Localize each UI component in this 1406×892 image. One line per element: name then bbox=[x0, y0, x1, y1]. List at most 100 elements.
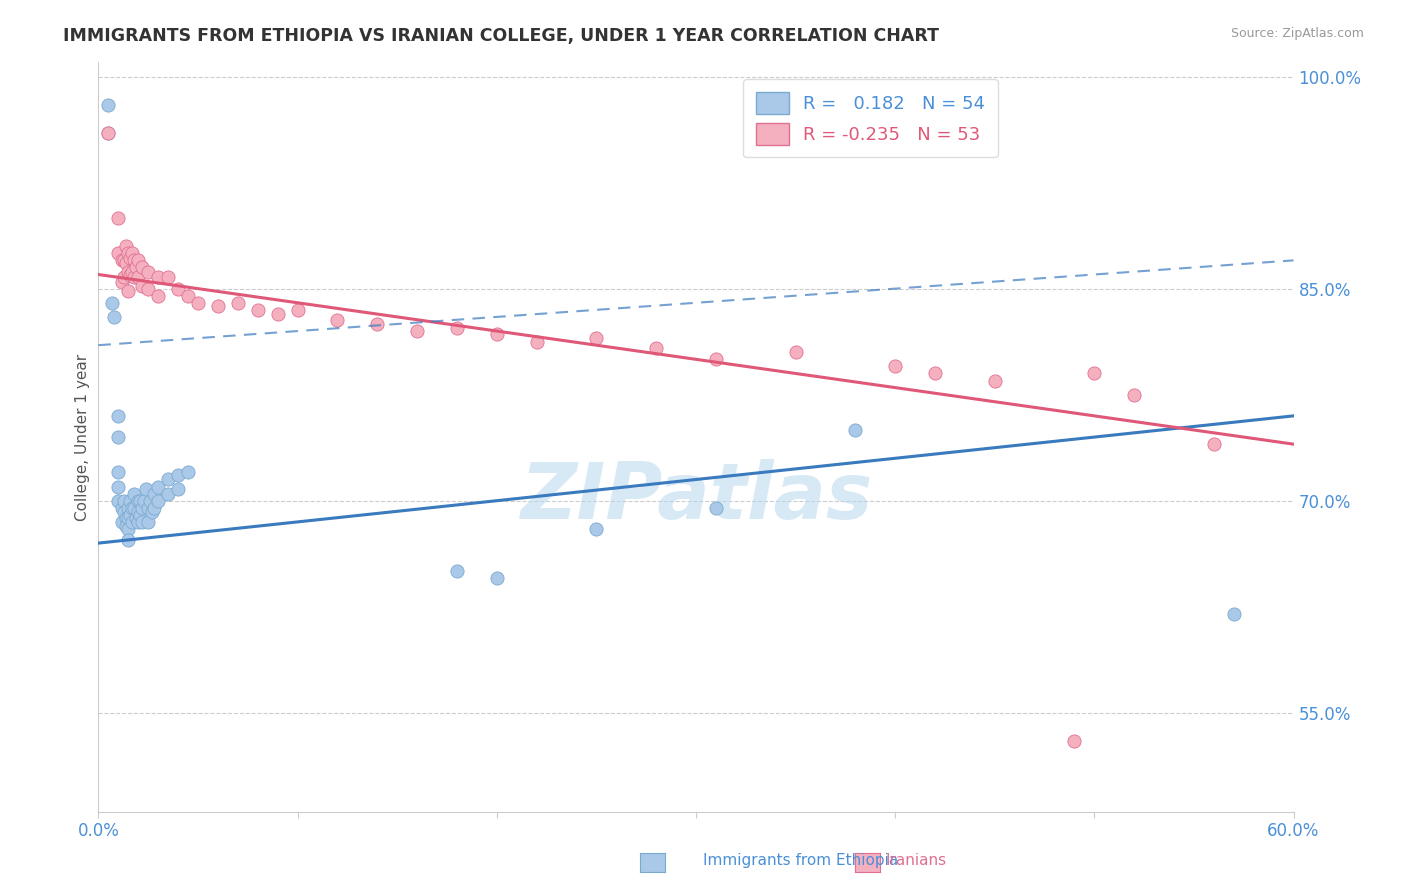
Point bbox=[125, 260, 148, 275]
Point bbox=[124, 270, 146, 285]
Point bbox=[704, 500, 727, 515]
Point bbox=[645, 341, 668, 355]
Point bbox=[187, 295, 209, 310]
Point bbox=[446, 321, 468, 335]
Point bbox=[207, 299, 229, 313]
Point bbox=[143, 500, 166, 515]
Point bbox=[1083, 367, 1105, 381]
Point bbox=[103, 310, 125, 324]
Point bbox=[112, 493, 135, 508]
Point bbox=[148, 270, 170, 285]
Point bbox=[120, 493, 142, 508]
Point bbox=[246, 302, 269, 317]
Point bbox=[97, 126, 120, 140]
Point bbox=[112, 505, 135, 519]
Point bbox=[134, 493, 156, 508]
Point bbox=[120, 268, 142, 282]
Point bbox=[148, 493, 170, 508]
Point bbox=[111, 500, 134, 515]
Point bbox=[127, 270, 149, 285]
Point bbox=[704, 352, 727, 367]
Point bbox=[120, 508, 142, 522]
Point bbox=[124, 500, 146, 515]
Point bbox=[101, 295, 124, 310]
Point bbox=[127, 515, 149, 529]
Text: Iranians: Iranians bbox=[886, 854, 946, 868]
Point bbox=[177, 466, 200, 480]
Point bbox=[485, 571, 508, 585]
Point bbox=[326, 312, 349, 326]
Point bbox=[526, 335, 548, 350]
Point bbox=[127, 253, 149, 268]
Point bbox=[121, 265, 143, 279]
Point bbox=[107, 246, 129, 260]
Point bbox=[136, 265, 159, 279]
Point bbox=[148, 479, 170, 493]
Point bbox=[1063, 734, 1085, 748]
Point bbox=[167, 468, 190, 483]
Point bbox=[120, 251, 142, 265]
Point bbox=[167, 483, 190, 497]
Point bbox=[112, 270, 135, 285]
Point bbox=[111, 515, 134, 529]
Point bbox=[136, 500, 159, 515]
Point bbox=[366, 317, 388, 331]
Point bbox=[406, 324, 429, 338]
Point bbox=[131, 278, 153, 293]
Point bbox=[107, 430, 129, 444]
Point bbox=[157, 473, 180, 487]
Point bbox=[121, 500, 143, 515]
Point bbox=[129, 493, 152, 508]
Point bbox=[139, 493, 162, 508]
Point bbox=[115, 510, 138, 524]
Point bbox=[124, 253, 146, 268]
Point bbox=[485, 326, 508, 341]
Point bbox=[125, 510, 148, 524]
Point bbox=[131, 500, 153, 515]
Legend: R =   0.182   N = 54, R = -0.235   N = 53: R = 0.182 N = 54, R = -0.235 N = 53 bbox=[744, 79, 998, 157]
Point bbox=[585, 331, 607, 345]
Point bbox=[117, 500, 139, 515]
Text: IMMIGRANTS FROM ETHIOPIA VS IRANIAN COLLEGE, UNDER 1 YEAR CORRELATION CHART: IMMIGRANTS FROM ETHIOPIA VS IRANIAN COLL… bbox=[63, 27, 939, 45]
Point bbox=[884, 359, 907, 374]
Point bbox=[984, 374, 1007, 388]
Point bbox=[267, 307, 290, 321]
Point bbox=[131, 515, 153, 529]
Point bbox=[1123, 387, 1146, 401]
Text: Immigrants from Ethiopia: Immigrants from Ethiopia bbox=[703, 854, 898, 868]
Text: Source: ZipAtlas.com: Source: ZipAtlas.com bbox=[1230, 27, 1364, 40]
Point bbox=[135, 483, 157, 497]
Point bbox=[127, 505, 149, 519]
Point bbox=[141, 505, 163, 519]
Point bbox=[287, 302, 309, 317]
Point bbox=[117, 533, 139, 548]
Point bbox=[117, 510, 139, 524]
Point bbox=[167, 282, 190, 296]
Y-axis label: College, Under 1 year: College, Under 1 year bbox=[75, 353, 90, 521]
Point bbox=[115, 256, 138, 270]
Point bbox=[115, 519, 138, 533]
Point bbox=[111, 253, 134, 268]
Point bbox=[131, 260, 153, 275]
Point bbox=[107, 466, 129, 480]
Point bbox=[107, 479, 129, 493]
Point bbox=[117, 246, 139, 260]
Point bbox=[136, 282, 159, 296]
Point bbox=[117, 265, 139, 279]
Point bbox=[97, 98, 120, 112]
Point bbox=[111, 275, 134, 289]
Point bbox=[117, 285, 139, 299]
Point bbox=[177, 289, 200, 303]
Point bbox=[97, 126, 120, 140]
Point bbox=[129, 508, 152, 522]
Point bbox=[121, 515, 143, 529]
Point bbox=[157, 270, 180, 285]
Point bbox=[127, 493, 149, 508]
Point bbox=[785, 345, 807, 359]
Point bbox=[124, 486, 146, 500]
Point bbox=[112, 253, 135, 268]
Point bbox=[226, 295, 249, 310]
Point bbox=[924, 367, 946, 381]
Point bbox=[136, 515, 159, 529]
Text: ZIPatlas: ZIPatlas bbox=[520, 459, 872, 535]
